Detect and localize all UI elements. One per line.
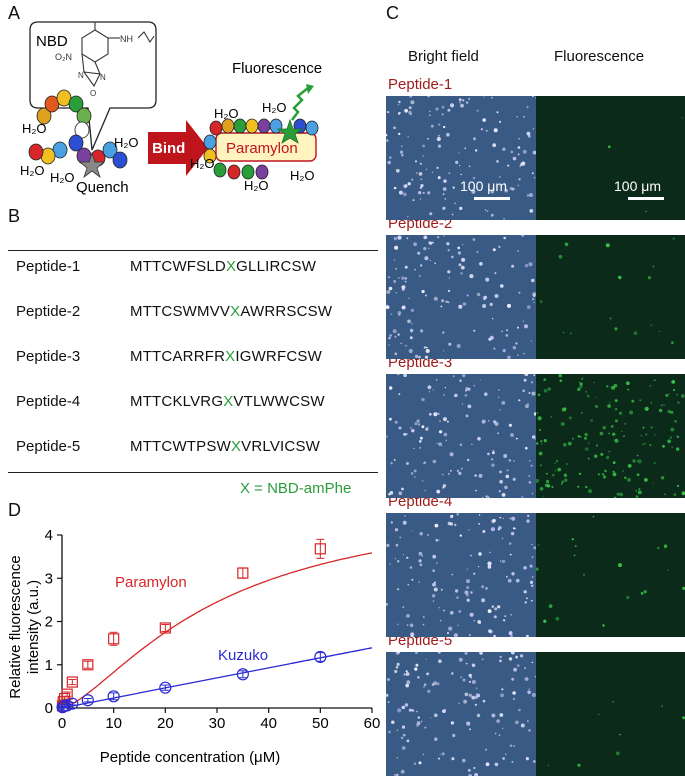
panel-a-schematic: NBD NH O₂N N O N H₂O H₂O H₂O H₂O Quench … [20, 21, 322, 196]
data-point-circle [81, 694, 94, 707]
x-tick-label: 10 [105, 715, 122, 732]
y-tick-label: 4 [45, 527, 53, 544]
y-tick-label: 2 [45, 614, 53, 631]
no2-label: O₂N [55, 52, 72, 62]
series-label-kuzuko: Kuzuko [218, 647, 268, 664]
bright-field-image [386, 374, 536, 498]
x-tick-label: 60 [364, 715, 381, 732]
peptide-name: Peptide-1 [16, 258, 81, 275]
bound-peptide [203, 118, 319, 180]
data-point-circle [314, 650, 327, 664]
x-tick-label: 30 [209, 715, 226, 732]
data-point-circle [236, 668, 249, 681]
emission-arrow [291, 87, 309, 121]
ring-o-label: O [90, 89, 96, 98]
panel-letter-c: C [386, 3, 399, 23]
micrograph-row-label: Peptide-1 [388, 76, 453, 93]
h2o-label-8: H₂O [244, 178, 269, 193]
scale-bar-label-fluor: 100 μm [614, 178, 661, 194]
h2o-label-9: H₂O [290, 168, 315, 183]
bright-field-image [386, 235, 536, 359]
column-header-bright-field: Bright field [408, 48, 479, 65]
chart-fit-lines [61, 552, 373, 709]
fluorescent-star [276, 118, 304, 144]
column-header-fluorescence: Fluorescence [554, 48, 645, 65]
bright-field-image [386, 96, 536, 220]
fluorescence-image [536, 374, 685, 498]
peptide-name: Peptide-2 [16, 303, 81, 320]
h2o-label-6: H₂O [262, 100, 287, 115]
h2o-label-2: H₂O [114, 135, 139, 150]
x-tick-label: 40 [260, 715, 277, 732]
panel-letter-b: B [8, 206, 21, 226]
fluorescence-image [536, 235, 685, 359]
nbd-structure [81, 22, 155, 88]
nbd-speech-bubble [29, 21, 157, 151]
scale-bar-label-bright: 100 μm [460, 178, 507, 194]
bright-field-image [386, 652, 536, 776]
peptide-name: Peptide-4 [16, 393, 81, 410]
y-tick-label: 0 [45, 700, 53, 717]
table-bottom-rule [8, 472, 378, 473]
data-point-circle [66, 697, 79, 710]
emission-arrowhead [306, 84, 314, 94]
binding-chart: 0 10 20 30 40 50 60 0 1 2 3 4 Peptide concentration… [7, 527, 381, 766]
x-tick-label: 0 [58, 715, 66, 732]
panel-letter-d: D [8, 500, 21, 520]
paramylon-label: Paramylon [226, 140, 298, 157]
fluorescence-image [536, 513, 685, 637]
data-point-square [314, 543, 326, 555]
data-point-circle [107, 690, 120, 703]
y-tick-label: 1 [45, 657, 53, 674]
ring-n-label: N [78, 71, 84, 80]
quenched-star [78, 151, 106, 179]
h2o-label-4: H₂O [50, 170, 75, 185]
y-tick-label: 3 [45, 570, 53, 587]
fit-line-paramylon [61, 552, 373, 709]
peptide-name: Peptide-5 [16, 438, 81, 455]
bind-label: Bind [152, 140, 185, 157]
data-point-square [108, 633, 120, 645]
data-point-square [61, 688, 73, 700]
h2o-label-5: H₂O [214, 106, 239, 121]
h2o-label-3: H₂O [20, 163, 45, 178]
chart-axes: 0 10 20 30 40 50 60 0 1 2 3 4 [45, 527, 381, 732]
data-point-square [82, 659, 94, 671]
nh-label: NH [120, 34, 133, 44]
x-tick-label: 20 [157, 715, 174, 732]
data-point-square [66, 676, 78, 688]
data-point-square [237, 567, 249, 579]
bright-field-image [386, 513, 536, 637]
x-tick-label: 50 [312, 715, 329, 732]
quench-label: Quench [76, 179, 129, 196]
x-axis-label: Peptide concentration (μM) [100, 749, 280, 766]
peptide-sequence: MTTCARRFRXIGWRFCSW [130, 348, 322, 365]
y-axis-label: Relative fluorescence [7, 555, 24, 698]
fluorescence-image [536, 652, 685, 776]
peptide-sequence: MTTCWFSLDXGLLIRCSW [130, 258, 317, 275]
chart-points [56, 538, 327, 714]
scale-bar-bright [474, 197, 510, 200]
y-axis-label-unit: intensity (a.u.) [25, 580, 42, 674]
x-definition-note: X = NBD-amPhe [240, 480, 352, 497]
peptide-sequence: MTTCSWMVVXAWRRSCSW [130, 303, 333, 320]
nbd-label: NBD [36, 33, 68, 50]
ring-n2-label: N [100, 73, 106, 82]
series-label-paramylon: Paramylon [115, 574, 187, 591]
fluorescence-label: Fluorescence [232, 60, 322, 77]
data-point-circle [159, 681, 172, 694]
peptide-name: Peptide-3 [16, 348, 81, 365]
peptide-sequence: MTTCWTPSWXVRLVICSW [130, 438, 321, 455]
bind-arrow [148, 120, 208, 176]
h2o-label-1: H₂O [22, 121, 47, 136]
data-point-square [159, 622, 171, 634]
table-top-rule [8, 250, 378, 251]
panel-letter-a: A [8, 3, 21, 23]
fluorescence-image [536, 96, 685, 220]
scale-bar-fluor [628, 197, 664, 200]
h2o-label-7: H₂O [190, 156, 215, 171]
peptide-sequence: MTTCKLVRGXVTLWWCSW [130, 393, 325, 410]
